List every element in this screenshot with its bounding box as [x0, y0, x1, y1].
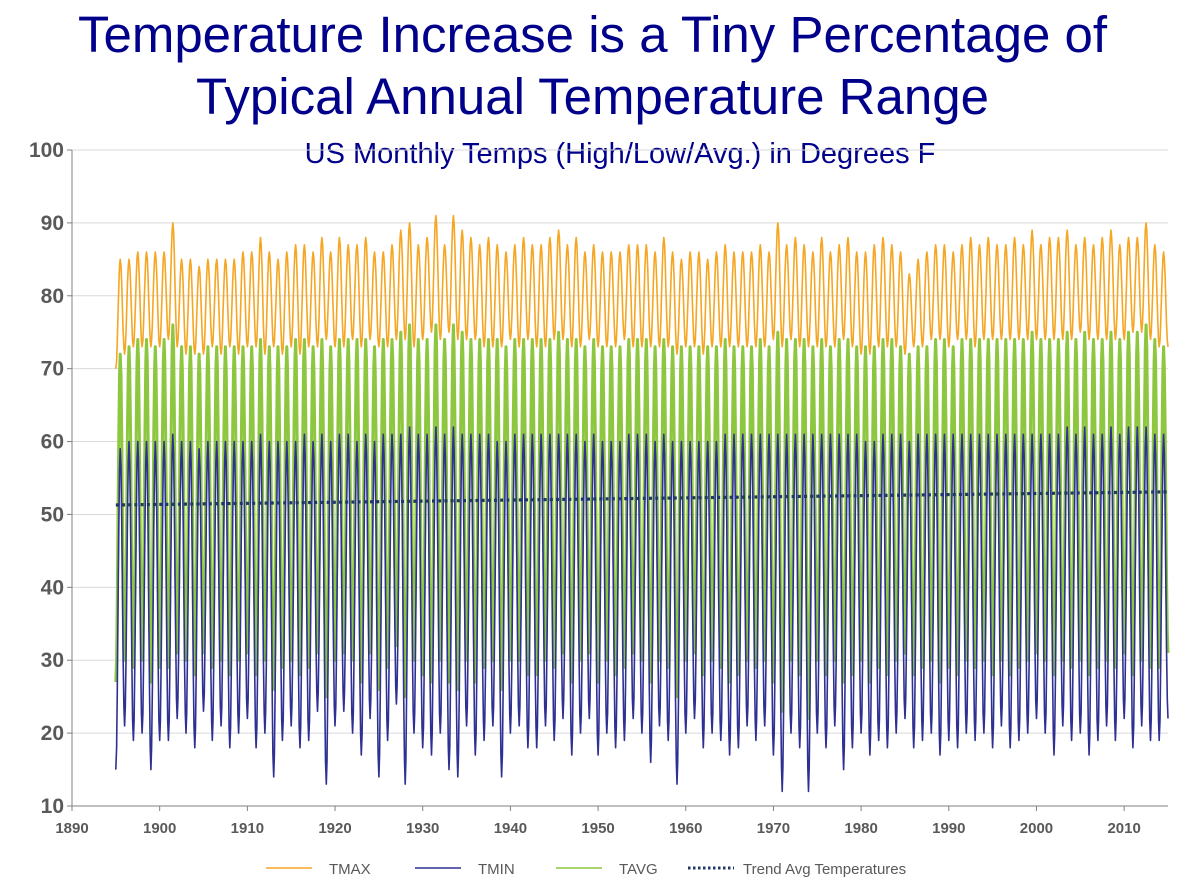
- series-line-tmax: [115, 214, 1169, 369]
- chart-title: Temperature Increase is a Tiny Percentag…: [77, 6, 1108, 125]
- y-tick-label-60: 60: [41, 431, 64, 454]
- x-tick-label-1900: 1900: [143, 820, 176, 837]
- plot-area: [114, 214, 1170, 793]
- y-tick-label-50: 50: [41, 503, 64, 526]
- x-tick-label-1910: 1910: [231, 820, 264, 837]
- x-tick-label-1990: 1990: [932, 820, 965, 837]
- series-line-tmin: [115, 426, 1169, 793]
- y-tick-label-90: 90: [41, 212, 64, 235]
- trend-line: [115, 490, 1169, 507]
- y-tick-label-40: 40: [41, 576, 64, 599]
- x-tick-label-2000: 2000: [1020, 820, 1053, 837]
- y-tick-label-80: 80: [41, 285, 64, 308]
- axes: 10 20 30 40 50 60 70 80 90 100 1890 1900 1910 1920 193…: [29, 139, 1168, 837]
- x-tick-label-1930: 1930: [406, 820, 439, 837]
- y-tick-label-10: 10: [41, 795, 64, 818]
- y-tick-label-20: 20: [41, 722, 64, 745]
- x-tick-label-1890: 1890: [55, 820, 88, 837]
- x-tick-label-1970: 1970: [757, 820, 790, 837]
- y-tick-label-30: 30: [41, 649, 64, 672]
- legend: TMAX TMIN TAVG Trend Avg Temperatures: [266, 861, 906, 878]
- x-tick-label-1960: 1960: [669, 820, 702, 837]
- legend-label-tmin: TMIN: [478, 861, 515, 878]
- x-tick-label-1980: 1980: [844, 820, 877, 837]
- legend-label-trend-avg-temperatures: Trend Avg Temperatures: [743, 861, 906, 878]
- x-tick-label-2010: 2010: [1107, 820, 1140, 837]
- legend-label-tmax: TMAX: [329, 861, 371, 878]
- chart-subtitle: US Monthly Temps (High/Low/Avg.) in Degr…: [304, 138, 936, 170]
- legend-label-tavg: TAVG: [619, 861, 658, 878]
- y-tick-label-100: 100: [29, 139, 64, 162]
- x-tick-label-1950: 1950: [581, 820, 614, 837]
- x-tick-label-1920: 1920: [318, 820, 351, 837]
- x-tick-label-1940: 1940: [494, 820, 527, 837]
- y-tick-label-70: 70: [41, 358, 64, 381]
- series-line-tavg: [114, 323, 1170, 720]
